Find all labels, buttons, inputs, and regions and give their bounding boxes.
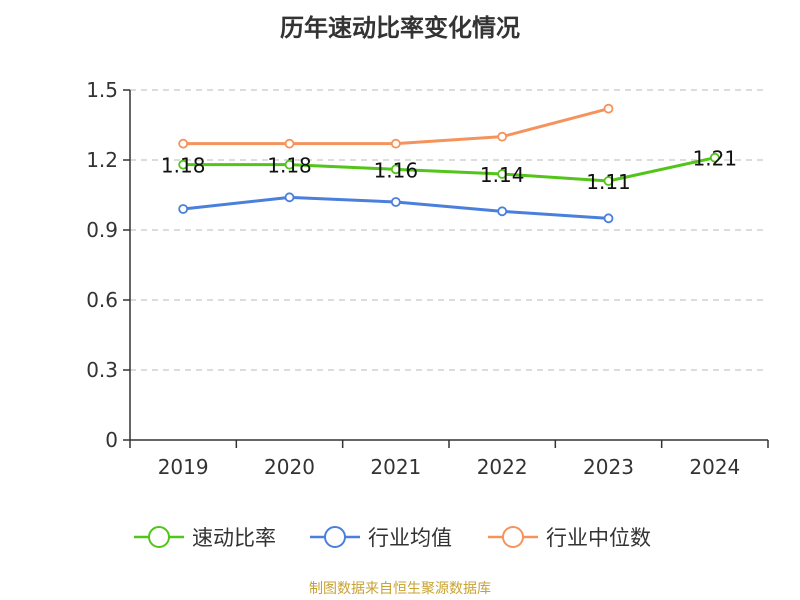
- y-tick-label: 1.5: [86, 78, 118, 102]
- data-point[interactable]: [603, 176, 614, 186]
- data-point[interactable]: [497, 206, 508, 217]
- x-tick-label: 2021: [370, 455, 421, 479]
- y-tick-label: 0.6: [86, 288, 118, 312]
- series-line: [183, 156, 716, 183]
- legend-label: 速动比率: [192, 526, 276, 550]
- y-tick-label: 0.9: [86, 218, 118, 242]
- data-point[interactable]: [497, 169, 508, 179]
- x-tick-label: 2019: [158, 455, 209, 479]
- y-tick-label: 0: [105, 428, 118, 452]
- legend[interactable]: 速动比率 行业均值 行业中位数: [134, 526, 651, 550]
- data-point[interactable]: [284, 138, 295, 149]
- data-point[interactable]: [709, 152, 720, 163]
- y-tick-label: 1.2: [86, 148, 118, 172]
- source-note: 制图数据来自恒生聚源数据库: [309, 581, 491, 597]
- legend-marker: [324, 526, 346, 548]
- legend-marker: [502, 526, 524, 548]
- series-line: [183, 107, 609, 146]
- chart-title: 历年速动比率变化情况: [280, 14, 520, 42]
- legend-label: 行业均值: [368, 526, 452, 550]
- data-label: 1.21: [693, 147, 738, 171]
- axes: 0 0.3 0.6 0.9 1.2 1.5 2019 2020 2021 2022 2023 2024: [86, 78, 769, 479]
- data-point[interactable]: [390, 138, 401, 149]
- x-tick-label: 2024: [689, 455, 740, 479]
- data-label: 1.11: [586, 170, 631, 194]
- legend-item[interactable]: 速动比率: [134, 526, 276, 550]
- data-point[interactable]: [284, 159, 295, 170]
- grid-lines: [130, 89, 768, 371]
- data-point[interactable]: [178, 138, 189, 149]
- data-label: 1.18: [161, 154, 206, 178]
- legend-item[interactable]: 行业中位数: [488, 526, 651, 550]
- legend-item[interactable]: 行业均值: [310, 526, 452, 550]
- data-point[interactable]: [390, 197, 401, 207]
- x-tick-label: 2023: [583, 455, 634, 479]
- data-label: 1.18: [267, 154, 312, 178]
- x-tick-label: 2022: [477, 455, 528, 479]
- x-tick-label: 2020: [264, 455, 315, 479]
- legend-label: 行业中位数: [546, 526, 651, 550]
- data-label: 1.14: [480, 163, 525, 187]
- legend-marker: [148, 526, 170, 548]
- data-point[interactable]: [284, 192, 295, 203]
- data-labels: 1.18 1.18 1.16 1.14 1.11 1.21: [161, 147, 737, 194]
- y-tick-label: 0.3: [86, 358, 118, 382]
- data-point[interactable]: [178, 159, 189, 170]
- data-point[interactable]: [178, 204, 189, 214]
- data-label: 1.16: [374, 158, 419, 182]
- series-lines: [178, 103, 720, 224]
- data-point[interactable]: [497, 131, 508, 142]
- data-point[interactable]: [603, 103, 614, 114]
- data-point[interactable]: [603, 213, 614, 224]
- data-point[interactable]: [390, 164, 401, 175]
